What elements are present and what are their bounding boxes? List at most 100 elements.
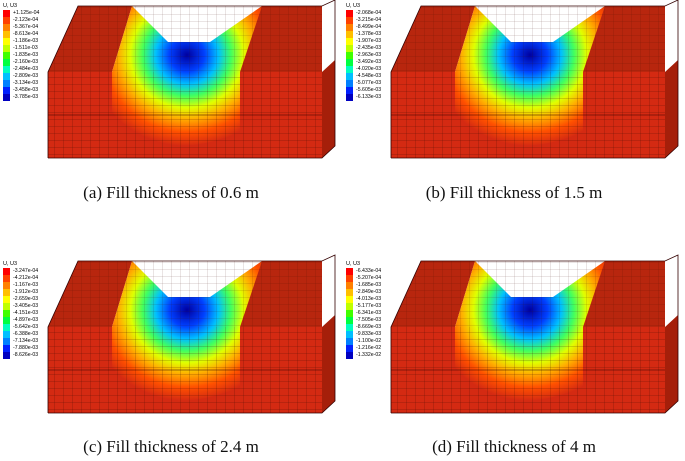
- legend-value: -4.548e-03: [356, 73, 382, 79]
- legend-swatch: [3, 94, 10, 101]
- legend-value: -5.605e-03: [356, 87, 382, 93]
- legend-swatch: [346, 289, 353, 296]
- legend-row: -2.484e-03: [3, 66, 38, 73]
- legend-row: -3.134e-03: [3, 80, 38, 87]
- legend-row: -3.215e-04: [346, 17, 381, 24]
- legend-value: -2.160e-03: [13, 59, 39, 65]
- legend-title: U, U3: [346, 3, 361, 9]
- fem-model-b: [390, 0, 679, 159]
- legend-value: -2.435e-03: [356, 45, 382, 51]
- legend-value: -5.642e-03: [13, 324, 39, 330]
- legend-swatch: [346, 52, 353, 59]
- legend-row: +1.125e-04: [3, 10, 39, 17]
- legend-row: -7.134e-03: [3, 338, 38, 345]
- legend-swatch: [3, 282, 10, 289]
- panel-b: U, U3 -2.068e-04 -3.215e-04 -8.499e-04 -1.3…: [343, 0, 685, 230]
- model-geometry: [390, 0, 679, 159]
- legend-row: -1.167e-03: [3, 282, 38, 289]
- legend-value: -1.511e-03: [13, 45, 38, 51]
- mesh-top: [391, 6, 665, 72]
- legend-swatch: [3, 296, 10, 303]
- legend-value: +1.125e-04: [13, 10, 40, 16]
- legend-swatch: [3, 268, 10, 275]
- legend-value: -6.433e-04: [356, 268, 382, 274]
- legend-swatch: [3, 31, 10, 38]
- legend-row: -1.378e-03: [346, 31, 381, 38]
- side-face: [665, 60, 678, 158]
- panel-c: U, U3 -3.247e-04 -4.212e-04 -1.167e-03 -1.9…: [0, 231, 342, 461]
- model-outline: [47, 0, 336, 159]
- legend-rows: -3.247e-04 -4.212e-04 -1.167e-03 -1.912e-03…: [3, 268, 38, 359]
- legend-rows: -2.068e-04 -3.215e-04 -8.499e-04 -1.378e-03…: [346, 10, 381, 101]
- legend-swatch: [3, 66, 10, 73]
- model-outline: [390, 254, 679, 414]
- legend-value: -2.659e-03: [13, 296, 39, 302]
- legend-value: -9.833e-03: [356, 331, 382, 337]
- model-geometry: [47, 0, 336, 159]
- legend-swatch: [3, 303, 10, 310]
- legend-row: -2.160e-03: [3, 59, 38, 66]
- legend-swatch: [346, 66, 353, 73]
- side-face: [322, 60, 335, 158]
- legend-value: -5.207e-04: [356, 275, 382, 281]
- legend-d: U, U3 -6.433e-04 -5.207e-04 -1.685e-03 -2.8…: [346, 261, 381, 359]
- legend-value: -3.134e-03: [13, 80, 39, 86]
- legend-swatch: [346, 331, 353, 338]
- legend-row: -1.912e-03: [3, 289, 38, 296]
- legend-row: -1.835e-03: [3, 52, 38, 59]
- legend-value: -3.405e-03: [13, 303, 39, 309]
- legend-value: -8.613e-04: [13, 31, 39, 37]
- legend-swatch: [3, 338, 10, 345]
- legend-row: -8.499e-04: [346, 24, 381, 31]
- legend-title: U, U3: [346, 261, 361, 267]
- legend-swatch: [3, 324, 10, 331]
- legend-swatch: [346, 338, 353, 345]
- legend-value: -3.247e-04: [13, 268, 39, 274]
- legend-row: -2.123e-04: [3, 17, 38, 24]
- legend-row: -1.216e-02: [346, 345, 381, 352]
- legend-value: -6.341e-03: [356, 310, 382, 316]
- legend-title: U, U3: [3, 261, 18, 267]
- legend-value: -1.912e-03: [13, 289, 39, 295]
- legend-value: -5.077e-03: [356, 80, 382, 86]
- legend-rows: -6.433e-04 -5.207e-04 -1.685e-03 -2.849e-03…: [346, 268, 381, 359]
- legend-value: -1.907e-03: [356, 38, 382, 44]
- legend-swatch: [3, 73, 10, 80]
- legend-value: -6.133e-03: [356, 94, 382, 100]
- side-face: [322, 315, 335, 413]
- caption-b: (b) Fill thickness of 1.5 m: [425, 183, 603, 202]
- legend-row: -3.458e-03: [3, 87, 38, 94]
- legend-swatch: [3, 24, 10, 31]
- legend-row: -8.613e-04: [3, 31, 38, 38]
- legend-swatch: [346, 282, 353, 289]
- legend-value: -6.388e-03: [13, 331, 39, 337]
- caption-a: (a) Fill thickness of 0.6 m: [83, 183, 259, 202]
- legend-swatch: [346, 38, 353, 45]
- legend-value: -3.458e-03: [13, 87, 39, 93]
- legend-row: -5.605e-03: [346, 87, 381, 94]
- legend-swatch: [3, 10, 10, 17]
- legend-value: -2.809e-03: [13, 73, 39, 79]
- panel-a: U, U3 +1.125e-04 -2.123e-04 -5.367e-04 -8.6…: [0, 0, 342, 230]
- model-outline: [47, 254, 336, 414]
- mesh-top: [48, 261, 322, 327]
- legend-swatch: [346, 45, 353, 52]
- mesh-top: [391, 261, 665, 327]
- legend-row: -4.212e-04: [3, 275, 38, 282]
- legend-value: -2.123e-04: [13, 17, 39, 23]
- legend-row: -4.548e-03: [346, 73, 381, 80]
- legend-swatch: [3, 345, 10, 352]
- legend-row: -8.626e-03: [3, 352, 38, 359]
- legend-value: -8.669e-03: [356, 324, 382, 330]
- legend-value: -5.367e-04: [13, 24, 39, 30]
- legend-row: -2.068e-04: [346, 10, 381, 17]
- legend-row: -6.341e-03: [346, 310, 381, 317]
- legend-row: -2.809e-03: [3, 73, 38, 80]
- legend-value: -5.177e-03: [356, 303, 382, 309]
- model-outline: [390, 0, 679, 159]
- legend-row: -1.186e-03: [3, 38, 38, 45]
- legend-value: -1.685e-03: [356, 282, 382, 288]
- model-geometry: [390, 254, 679, 414]
- legend-swatch: [346, 17, 353, 24]
- legend-value: -8.626e-03: [13, 352, 39, 358]
